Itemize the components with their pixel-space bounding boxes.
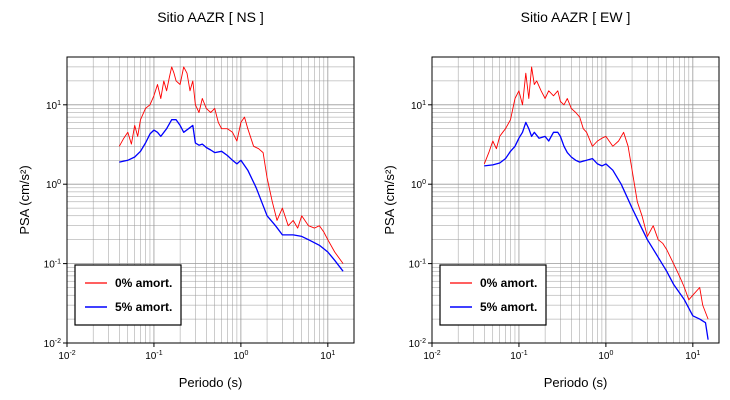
x-tick-label: 10-1 bbox=[145, 350, 162, 362]
x-tick-exponent: 0 bbox=[609, 350, 613, 357]
x-tick-label: 100 bbox=[598, 350, 613, 362]
grid-lines bbox=[431, 56, 720, 344]
legend: 0% amort. 5% amort. bbox=[439, 264, 547, 326]
y-tick-exponent: 0 bbox=[422, 179, 426, 186]
x-tick-exponent: -2 bbox=[69, 350, 75, 357]
x-tick-exponent: 1 bbox=[696, 350, 700, 357]
legend-label: 0% amort. bbox=[115, 276, 172, 290]
x-tick-exponent: -1 bbox=[156, 350, 162, 357]
series-line-undamped bbox=[483, 66, 709, 320]
y-tick-label: 10-2 bbox=[409, 338, 426, 350]
chart-title: Sitio AAZR [ NS ] bbox=[157, 9, 264, 25]
y-tick-exponent: -1 bbox=[420, 259, 426, 266]
x-tick-exponent: 1 bbox=[331, 350, 335, 357]
chart-title: Sitio AAZR [ EW ] bbox=[521, 9, 631, 25]
y-tick-exponent: -2 bbox=[420, 338, 426, 345]
y-tick-label: 10-2 bbox=[44, 338, 61, 350]
y-tick-label: 10-1 bbox=[44, 259, 61, 271]
y-tick-label: 100 bbox=[46, 179, 61, 191]
series-line-damped bbox=[119, 119, 344, 272]
y-tick-exponent: 1 bbox=[57, 100, 61, 107]
series-line-undamped bbox=[118, 66, 344, 264]
y-tick-label: 101 bbox=[411, 100, 426, 112]
plot-frame bbox=[66, 56, 355, 344]
x-tick-exponent: -2 bbox=[434, 350, 440, 357]
legend-label: 0% amort. bbox=[480, 276, 537, 290]
legend-label: 5% amort. bbox=[115, 300, 172, 314]
legend-box bbox=[74, 264, 182, 326]
y-tick-exponent: -2 bbox=[55, 338, 61, 345]
legend: 0% amort. 5% amort. bbox=[74, 264, 182, 326]
x-tick-label: 101 bbox=[685, 350, 700, 362]
x-tick-label: 101 bbox=[320, 350, 335, 362]
x-tick-exponent: 0 bbox=[244, 350, 248, 357]
x-tick-label: 10-2 bbox=[423, 350, 440, 362]
y-tick-exponent: -1 bbox=[55, 259, 61, 266]
y-tick-label: 100 bbox=[411, 179, 426, 191]
y-tick-label: 10-1 bbox=[409, 259, 426, 271]
series-line-damped bbox=[484, 121, 709, 340]
x-tick-label: 10-2 bbox=[58, 350, 75, 362]
plot-frame bbox=[431, 56, 720, 344]
y-tick-label: 101 bbox=[46, 100, 61, 112]
x-tick-label: 100 bbox=[233, 350, 248, 362]
x-tick-label: 10-1 bbox=[510, 350, 527, 362]
y-axis-label: PSA (cm/s²) bbox=[17, 165, 32, 234]
x-axis-label: Periodo (s) bbox=[544, 375, 608, 390]
x-axis-label: Periodo (s) bbox=[179, 375, 243, 390]
legend-box bbox=[439, 264, 547, 326]
x-tick-exponent: -1 bbox=[521, 350, 527, 357]
y-tick-exponent: 0 bbox=[57, 179, 61, 186]
y-tick-exponent: 1 bbox=[422, 100, 426, 107]
legend-label: 5% amort. bbox=[480, 300, 537, 314]
y-axis-label: PSA (cm/s²) bbox=[382, 165, 397, 234]
